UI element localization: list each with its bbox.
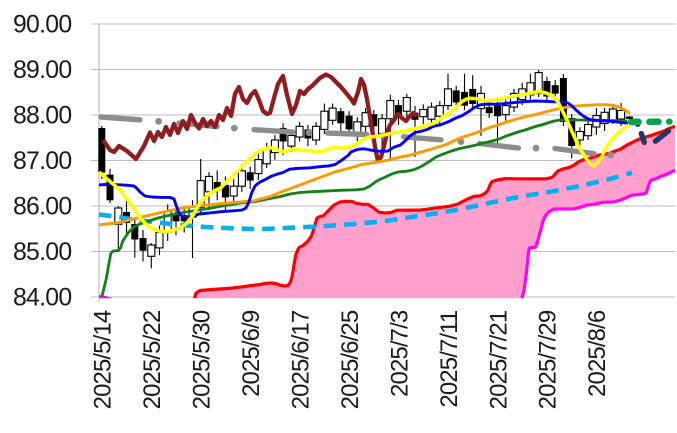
svg-text:2025/6/17: 2025/6/17 — [287, 310, 314, 409]
svg-text:2025/7/11: 2025/7/11 — [436, 310, 463, 407]
svg-text:2025/5/22: 2025/5/22 — [139, 310, 166, 409]
svg-text:2025/6/9: 2025/6/9 — [238, 310, 265, 397]
svg-text:2025/7/3: 2025/7/3 — [386, 310, 413, 397]
svg-text:88.00: 88.00 — [13, 103, 72, 130]
svg-text:87.00: 87.00 — [13, 148, 72, 175]
svg-text:85.00: 85.00 — [13, 239, 72, 266]
svg-text:2025/6/25: 2025/6/25 — [337, 310, 364, 409]
svg-text:2025/5/30: 2025/5/30 — [189, 310, 216, 409]
svg-text:84.00: 84.00 — [13, 285, 72, 312]
svg-text:2025/7/21: 2025/7/21 — [485, 310, 512, 409]
svg-text:89.00: 89.00 — [13, 57, 72, 84]
svg-text:86.00: 86.00 — [13, 194, 72, 221]
svg-text:2025/5/14: 2025/5/14 — [90, 310, 117, 409]
svg-text:2025/7/29: 2025/7/29 — [535, 310, 562, 409]
svg-text:90.00: 90.00 — [13, 12, 72, 39]
svg-text:2025/8/6: 2025/8/6 — [584, 310, 611, 397]
